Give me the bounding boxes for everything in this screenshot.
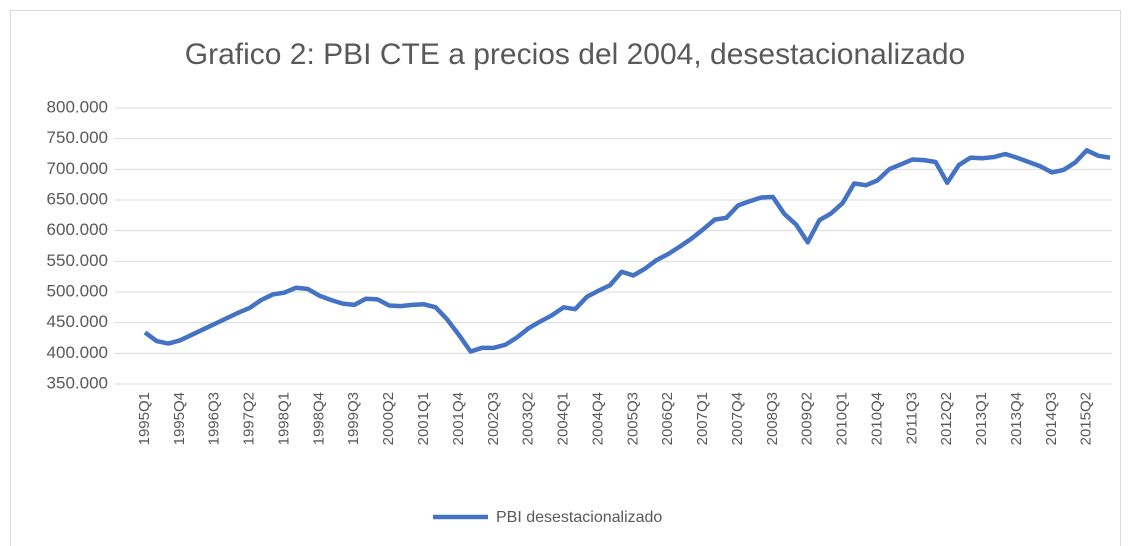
y-tick-label: 500.000 — [47, 281, 108, 300]
y-tick-label: 750.000 — [47, 128, 108, 147]
x-tick-label: 2004Q4 — [589, 392, 606, 445]
legend-label: PBI desestacionalizado — [496, 509, 662, 526]
x-tick-label: 2007Q1 — [694, 392, 711, 445]
y-tick-label: 550.000 — [47, 251, 108, 270]
x-tick-label: 2007Q4 — [729, 392, 746, 445]
x-tick-label: 2006Q2 — [659, 392, 676, 445]
x-tick-label: 2004Q1 — [555, 392, 572, 445]
x-tick-label: 1999Q3 — [345, 392, 362, 445]
y-tick-label: 600.000 — [47, 220, 108, 239]
x-tick-label: 2001Q1 — [415, 392, 432, 445]
data-line — [143, 148, 1111, 354]
x-tick-label: 1995Q4 — [171, 392, 188, 445]
y-tick-label: 700.000 — [47, 159, 108, 178]
x-tick-label: 2012Q2 — [938, 392, 955, 445]
x-tick-label: 2011Q3 — [903, 392, 920, 444]
x-tick-label: 2014Q3 — [1043, 392, 1060, 445]
x-tick-label: 2009Q2 — [799, 392, 816, 445]
x-tick-label: 1997Q2 — [241, 392, 258, 445]
x-tick-label: 2002Q3 — [485, 392, 502, 445]
x-tick-label: 2005Q3 — [624, 392, 641, 445]
x-tick-label: 1995Q1 — [136, 392, 153, 445]
x-tick-label: 1996Q3 — [206, 392, 223, 445]
chart-title: Grafico 2: PBI CTE a precios del 2004, d… — [185, 38, 965, 71]
x-tick-label: 2010Q1 — [834, 392, 851, 445]
y-tick-label: 650.000 — [47, 189, 108, 208]
x-tick-label: 2010Q4 — [868, 392, 885, 445]
chart-border — [10, 10, 1121, 546]
x-tick-label: 2008Q3 — [764, 392, 781, 445]
x-tick-label: 2000Q2 — [380, 392, 397, 445]
x-tick-label: 2003Q2 — [520, 392, 537, 445]
y-tick-label: 800.000 — [47, 97, 108, 116]
x-tick-label: 2013Q4 — [1008, 392, 1025, 445]
x-tick-label: 1998Q4 — [310, 392, 327, 445]
y-tick-label: 450.000 — [47, 312, 108, 331]
y-tick-label: 400.000 — [47, 343, 108, 362]
x-tick-label: 2001Q4 — [450, 392, 467, 445]
y-tick-label: 350.000 — [47, 373, 108, 392]
x-tick-label: 2013Q1 — [973, 392, 990, 445]
x-tick-label: 1998Q1 — [275, 392, 292, 445]
x-tick-label: 2015Q2 — [1078, 392, 1095, 445]
